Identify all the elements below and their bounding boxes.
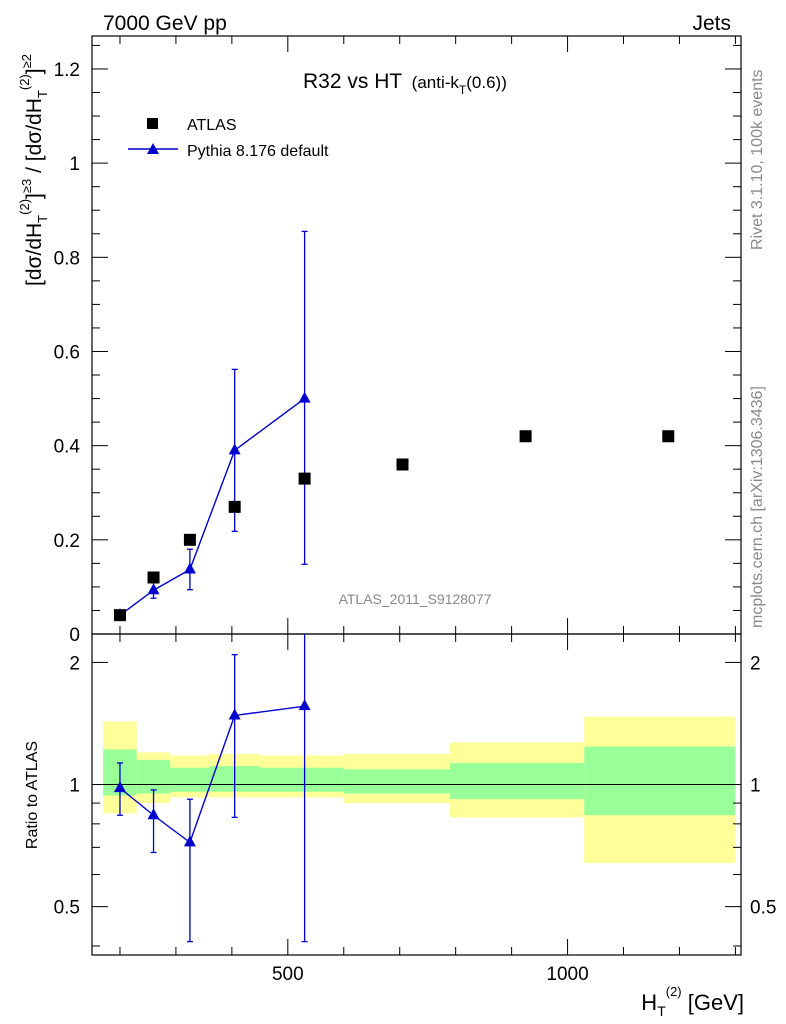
atlas-point [147, 571, 160, 584]
plot-title-sub-tail: (0.6)) [466, 73, 507, 92]
legend-pythia-label: Pythia 8.176 default [187, 143, 329, 160]
mc-point [298, 699, 311, 711]
y-tick-label: 1 [69, 154, 80, 175]
atlas-series [113, 430, 675, 622]
mc-point [147, 808, 160, 820]
x-tick-label: 1000 [546, 964, 588, 985]
plot-title-main: R32 vs HT [303, 70, 402, 93]
atlas-point [519, 430, 532, 443]
y-tick-label: 0.6 [54, 342, 80, 363]
pythia-series [113, 230, 311, 620]
atlas-point [298, 472, 311, 485]
mc-point [183, 562, 196, 574]
rivet-label: Rivet 3.1.10, 100k events [749, 69, 766, 250]
process-label: Jets [692, 12, 731, 35]
atlas-point [183, 533, 196, 546]
ratio-y-tick-labels-right: 0.5 1 2 [750, 653, 776, 918]
plot-title: R32 vs HT (anti-kT(0.6)) [303, 70, 507, 97]
atlas-point [662, 430, 675, 443]
y-tick-label: 0.8 [54, 248, 80, 269]
atlas-point [228, 500, 241, 513]
plot-title-sub: (anti-k [412, 73, 460, 92]
legend-atlas-marker [147, 118, 158, 129]
y-tick-label: 1.2 [54, 60, 80, 81]
mc-point [147, 583, 160, 595]
ratio-y-tick-labels-left: 0.5 1 2 [54, 653, 80, 918]
y-tick-label: 0.2 [54, 531, 80, 552]
legend: ATLAS Pythia 8.176 default [128, 117, 329, 160]
mc-point [228, 443, 241, 455]
x-tick-labels: 500 1000 [272, 964, 589, 985]
mcplots-label: mcplots.cern.ch [arXiv:1306.3436] [749, 386, 766, 628]
x-tick-label: 500 [272, 964, 304, 985]
ratio-y-axis-title: Ratio to ATLAS [24, 741, 41, 849]
ratio-plot: 0.5 1 2 0.5 1 2 500 1000 Ratio to ATLAS HT(2)… [24, 633, 776, 1019]
ratio-y-tick-label: 0.5 [750, 898, 776, 919]
band-inner [259, 767, 344, 792]
mc-point [183, 835, 196, 847]
atlas-point [396, 458, 409, 471]
band-inner [136, 759, 171, 794]
band-inner [343, 769, 451, 794]
main-plot: R32 vs HT (anti-kT(0.6)) ATLAS Pythia 8.… [17, 35, 742, 646]
energy-label: 7000 GeV pp [103, 12, 227, 35]
main-y-axis-title: [dσ/dHT(2)]≥3 / [dσ/dHT(2)]≥2 [17, 54, 50, 286]
plot-title-sub-index: T [459, 83, 467, 97]
mc-point [113, 781, 126, 793]
band-inner [170, 767, 210, 792]
band-inner [450, 762, 585, 800]
ratio-y-tick-label: 2 [750, 653, 761, 674]
x-axis-title: HT(2) [GeV] [641, 984, 744, 1019]
ratio-y-tick-label: 1 [69, 776, 80, 797]
atlas-point [113, 609, 126, 622]
ratio-y-tick-label: 2 [69, 653, 80, 674]
mc-point [228, 708, 241, 720]
ratio-plot-frame [91, 633, 742, 956]
ratio-y-tick-label: 0.5 [54, 898, 80, 919]
top-y-tick-labels: 0 0.2 0.4 0.6 0.8 1 1.2 [54, 60, 81, 646]
mc-point [298, 391, 311, 403]
pythia-ratio-series [113, 634, 311, 943]
y-tick-label: 0.4 [54, 437, 81, 458]
analysis-watermark: ATLAS_2011_S9128077 [339, 591, 492, 607]
uncertainty-bands [103, 716, 736, 864]
ratio-y-tick-label: 1 [750, 776, 761, 797]
svg-text:[dσ/dHT(2)]≥3 / [dσ/dHT(2)]≥2: [dσ/dHT(2)]≥3 / [dσ/dHT(2)]≥2 [17, 54, 50, 286]
y-tick-label: 0 [69, 625, 80, 646]
legend-atlas-label: ATLAS [187, 117, 237, 134]
band-inner [584, 746, 736, 816]
legend-pythia-marker [147, 143, 159, 154]
